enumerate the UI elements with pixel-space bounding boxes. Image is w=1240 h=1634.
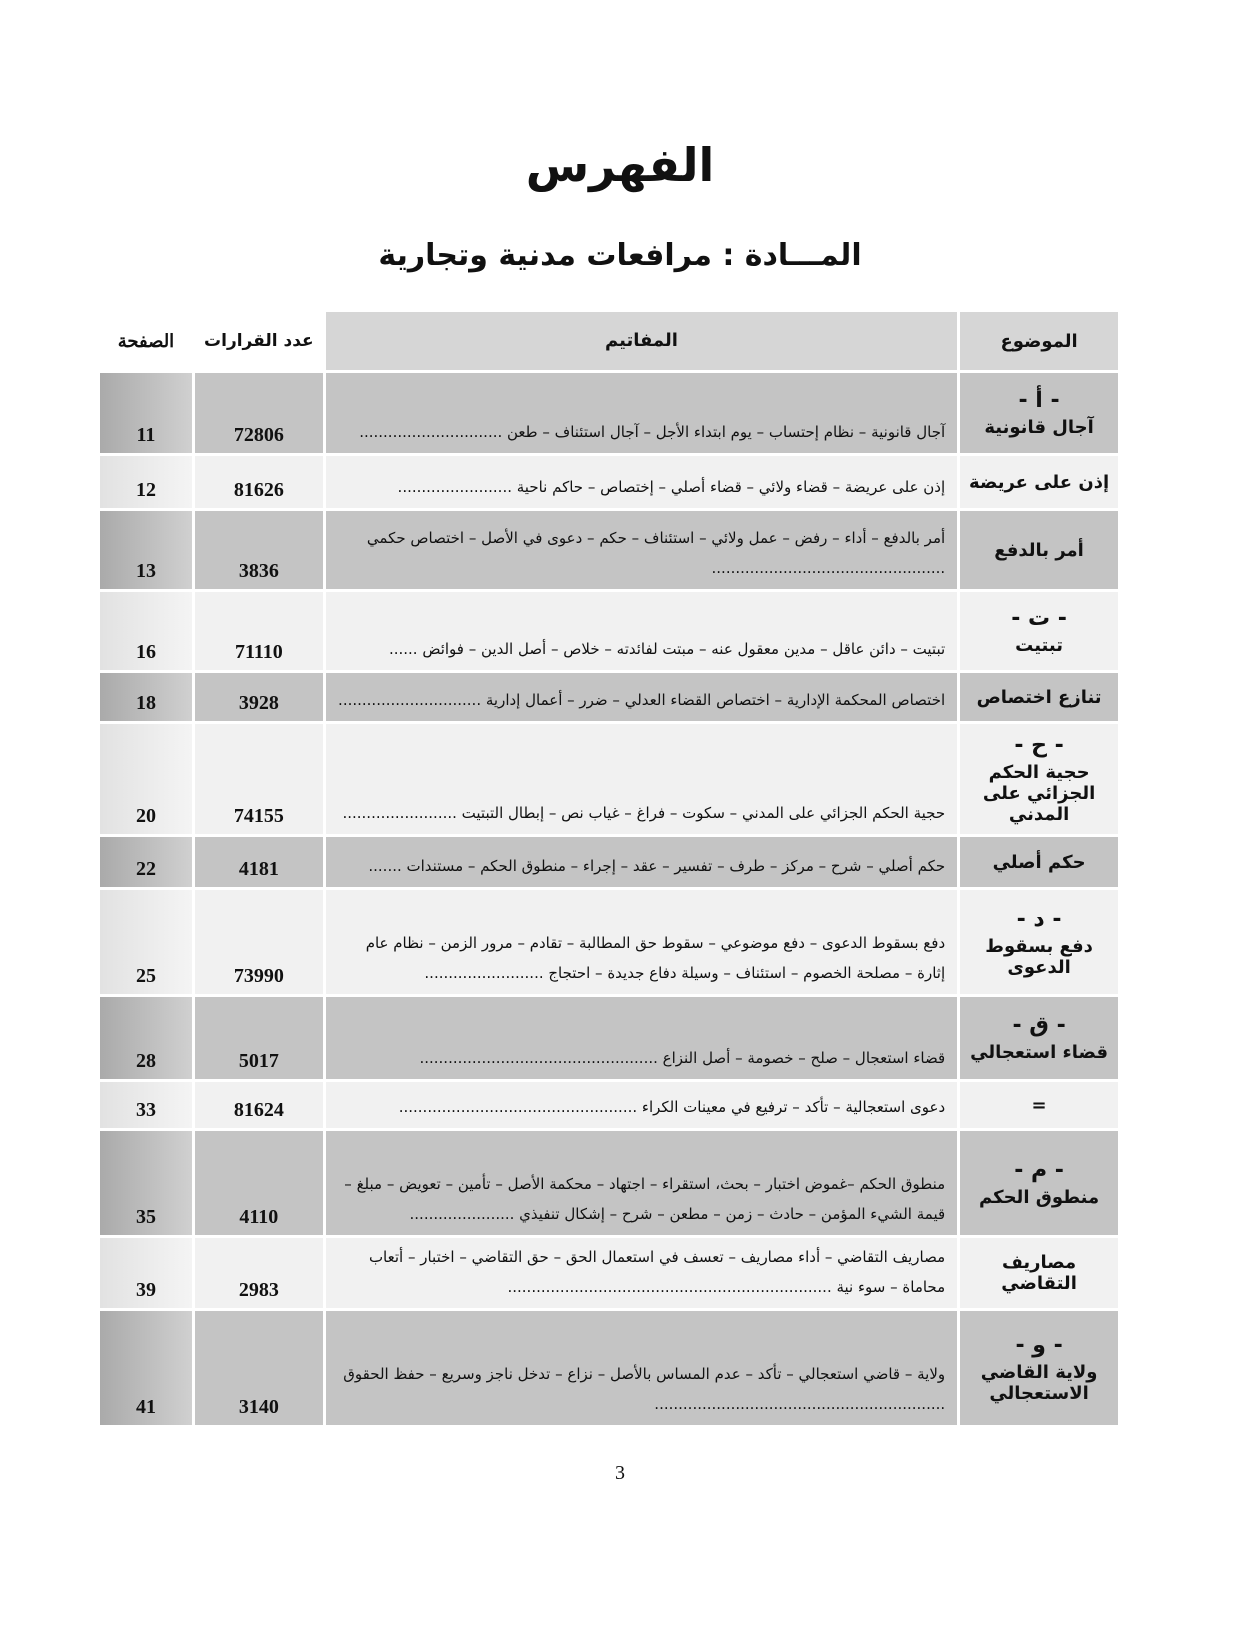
- row-decision-count: 74155: [194, 724, 323, 834]
- row-decision-count: 72806: [194, 373, 323, 453]
- row-keywords: منطوق الحكم –غموض اختبار – بحث، استقراء …: [325, 1131, 958, 1235]
- table-header: الموضوع المفاتيم عدد القرارات الصفحة: [100, 312, 1118, 370]
- subject-label: قضاء استعجالي: [970, 1042, 1108, 1063]
- subject-label: تنازع اختصاص: [976, 686, 1102, 708]
- row-subject: - م - منطوق الحكم: [960, 1131, 1118, 1235]
- row-keywords: ولاية – قاضي استعجالي – تأكد – عدم المسا…: [325, 1311, 958, 1425]
- row-page: 20: [100, 724, 192, 834]
- row-subject: إذن على عريضة: [960, 456, 1118, 508]
- table-row: - ق - قضاء استعجالي قضاء استعجال – صلح – خ…: [100, 997, 1118, 1079]
- row-subject: =: [960, 1082, 1118, 1128]
- row-decision-count: 3836: [194, 511, 323, 589]
- section-letter: - ت -: [1011, 606, 1067, 631]
- row-subject: - و - ولاية القاضي الاستعجالي: [960, 1311, 1118, 1425]
- subject-label: مصاريف التقاضي: [1001, 1252, 1077, 1294]
- row-decision-count: 4110: [194, 1131, 323, 1235]
- subject-label: إذن على عريضة: [969, 471, 1110, 493]
- table-row: مصاريف التقاضي مصاريف التقاضي – أداء مصار…: [100, 1238, 1118, 1308]
- table-row: - ح - حجية الحكم الجزائي على المدني حجية ا…: [100, 724, 1118, 834]
- row-page: 28: [100, 997, 192, 1079]
- row-page: 16: [100, 592, 192, 670]
- row-page: 39: [100, 1238, 192, 1308]
- row-keywords: دفع بسقوط الدعوى – دفع موضوعي – سقوط حق …: [325, 890, 958, 994]
- row-decision-count: 81624: [194, 1082, 323, 1128]
- section-letter: - د -: [1016, 906, 1062, 932]
- subject-label: آجال قانونية: [984, 417, 1094, 438]
- row-keywords: إذن على عريضة – قضاء ولائي – قضاء أصلي –…: [325, 456, 958, 508]
- row-subject: - ت - تبتيت: [960, 592, 1118, 670]
- row-decision-count: 3140: [194, 1311, 323, 1425]
- table-row: - د - دفع بسقوط الدعوى دفع بسقوط الدعوى – …: [100, 890, 1118, 994]
- section-letter: - ق -: [1012, 1013, 1066, 1038]
- row-page: 11: [100, 373, 192, 453]
- row-page: 12: [100, 456, 192, 508]
- table-row: أمر بالدفع أمر بالدفع – أداء – رفض – عمل …: [100, 511, 1118, 589]
- row-keywords: دعوى استعجالية – تأكد – ترفيع في معينات …: [325, 1082, 958, 1128]
- subject-label: دفع بسقوط الدعوى: [985, 935, 1093, 978]
- row-page: 33: [100, 1082, 192, 1128]
- row-keywords: حكم أصلي – شرح – مركز – طرف – تفسير – عق…: [325, 837, 958, 887]
- row-keywords: اختصاص المحكمة الإدارية – اختصاص القضاء …: [325, 673, 958, 721]
- subject-label: تبتيت: [1015, 635, 1063, 656]
- row-subject: - ح - حجية الحكم الجزائي على المدني: [960, 724, 1118, 834]
- row-decision-count: 71110: [194, 592, 323, 670]
- table-row: - أ - آجال قانونية آجال قانونية – نظام إحت…: [100, 373, 1118, 453]
- index-table: الموضوع المفاتيم عدد القرارات الصفحة - أ…: [100, 312, 1118, 1428]
- row-subject: تنازع اختصاص: [960, 673, 1118, 721]
- row-keywords: آجال قانونية – نظام إحتساب – يوم ابتداء …: [325, 373, 958, 453]
- row-keywords: مصاريف التقاضي – أداء مصاريف – تعسف في ا…: [325, 1238, 958, 1308]
- table-row: = دعوى استعجالية – تأكد – ترفيع في معينات…: [100, 1082, 1118, 1128]
- subject-label: =: [1031, 1094, 1047, 1116]
- subject-label: حكم أصلي: [992, 851, 1086, 873]
- section-letter: - أ -: [1018, 388, 1060, 413]
- row-keywords: أمر بالدفع – أداء – رفض – عمل ولائي – اس…: [325, 511, 958, 589]
- row-decision-count: 2983: [194, 1238, 323, 1308]
- row-decision-count: 81626: [194, 456, 323, 508]
- table-row: - ت - تبتيت تبتيت – دائن عاقل – مدين معقول…: [100, 592, 1118, 670]
- row-page: 22: [100, 837, 192, 887]
- header-subject: الموضوع: [960, 312, 1118, 370]
- header-keywords: المفاتيم: [325, 312, 958, 370]
- section-letter: - و -: [1015, 1332, 1063, 1358]
- row-subject: - د - دفع بسقوط الدعوى: [960, 890, 1118, 994]
- row-decision-count: 4181: [194, 837, 323, 887]
- row-keywords: قضاء استعجال – صلح – خصومة – أصل النزاع …: [325, 997, 958, 1079]
- row-subject: - ق - قضاء استعجالي: [960, 997, 1118, 1079]
- header-count: عدد القرارات: [194, 312, 323, 370]
- page-number: 3: [615, 1462, 625, 1484]
- row-subject: مصاريف التقاضي: [960, 1238, 1118, 1308]
- row-decision-count: 73990: [194, 890, 323, 994]
- section-letter: - ح -: [1014, 733, 1064, 758]
- row-decision-count: 5017: [194, 997, 323, 1079]
- subject-label: ولاية القاضي الاستعجالي: [980, 1361, 1098, 1404]
- row-page: 35: [100, 1131, 192, 1235]
- row-keywords: حجية الحكم الجزائي على المدني – سكوت – ف…: [325, 724, 958, 834]
- row-page: 13: [100, 511, 192, 589]
- row-keywords: تبتيت – دائن عاقل – مدين معقول عنه – مبت…: [325, 592, 958, 670]
- subject-label: منطوق الحكم: [979, 1187, 1100, 1208]
- row-page: 25: [100, 890, 192, 994]
- section-letter: - م -: [1014, 1158, 1064, 1183]
- row-decision-count: 3928: [194, 673, 323, 721]
- page-subtitle: المـــادة : مرافعات مدنية وتجارية: [378, 238, 862, 273]
- subject-label: أمر بالدفع: [994, 539, 1084, 561]
- table-row: إذن على عريضة إذن على عريضة – قضاء ولائي …: [100, 456, 1118, 508]
- table-row: - و - ولاية القاضي الاستعجالي ولاية – قاضي…: [100, 1311, 1118, 1425]
- row-page: 18: [100, 673, 192, 721]
- row-subject: أمر بالدفع: [960, 511, 1118, 589]
- row-page: 41: [100, 1311, 192, 1425]
- row-subject: حكم أصلي: [960, 837, 1118, 887]
- table-row: حكم أصلي حكم أصلي – شرح – مركز – طرف – تف…: [100, 837, 1118, 887]
- table-row: - م - منطوق الحكم منطوق الحكم –غموض اختبار…: [100, 1131, 1118, 1235]
- table-row: تنازع اختصاص اختصاص المحكمة الإدارية – اخ…: [100, 673, 1118, 721]
- header-page: الصفحة: [100, 312, 192, 370]
- row-subject: - أ - آجال قانونية: [960, 373, 1118, 453]
- page-title: الفهرس: [525, 138, 715, 192]
- subject-label: حجية الحكم الجزائي على المدني: [982, 762, 1096, 825]
